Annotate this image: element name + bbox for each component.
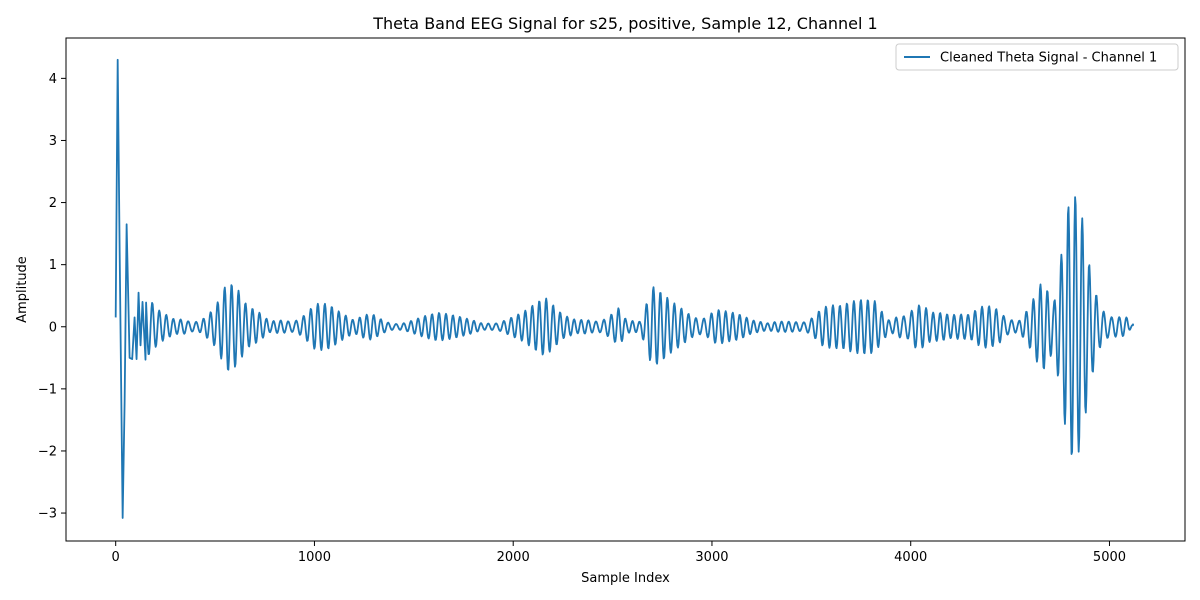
y-tick-label: 2	[49, 196, 57, 211]
y-tick-label: 1	[49, 258, 57, 273]
legend: Cleaned Theta Signal - Channel 1	[895, 43, 1179, 71]
legend-box	[895, 43, 1179, 71]
y-tick-label: −1	[38, 382, 57, 397]
plot-frame	[65, 37, 1186, 542]
y-tick-label: −3	[38, 507, 57, 522]
plot-layer	[114, 58, 1135, 519]
x-tick-label: 0	[112, 550, 120, 565]
axes-layer: 0 1000 2000 3000 4000 5000 −3 −2 −1 0 1 2 3 4	[38, 37, 1186, 565]
x-tick-label: 2000	[497, 550, 530, 565]
y-axis-label: Amplitude	[15, 256, 30, 323]
y-tick-label: 0	[49, 320, 57, 335]
x-tick-label: 3000	[695, 550, 728, 565]
chart-title: Theta Band EEG Signal for s25, positive,…	[372, 14, 877, 33]
x-tick-label: 5000	[1093, 550, 1126, 565]
x-tick-label: 1000	[298, 550, 331, 565]
series-line-cleaned-theta-signal	[114, 58, 1135, 519]
x-axis-label: Sample Index	[581, 571, 670, 586]
y-tick-label: 4	[49, 72, 57, 87]
y-tick-label: −2	[38, 444, 57, 459]
y-tick-label: 3	[49, 134, 57, 149]
legend-series-label: Cleaned Theta Signal - Channel 1	[940, 51, 1157, 66]
x-tick-label: 4000	[894, 550, 927, 565]
